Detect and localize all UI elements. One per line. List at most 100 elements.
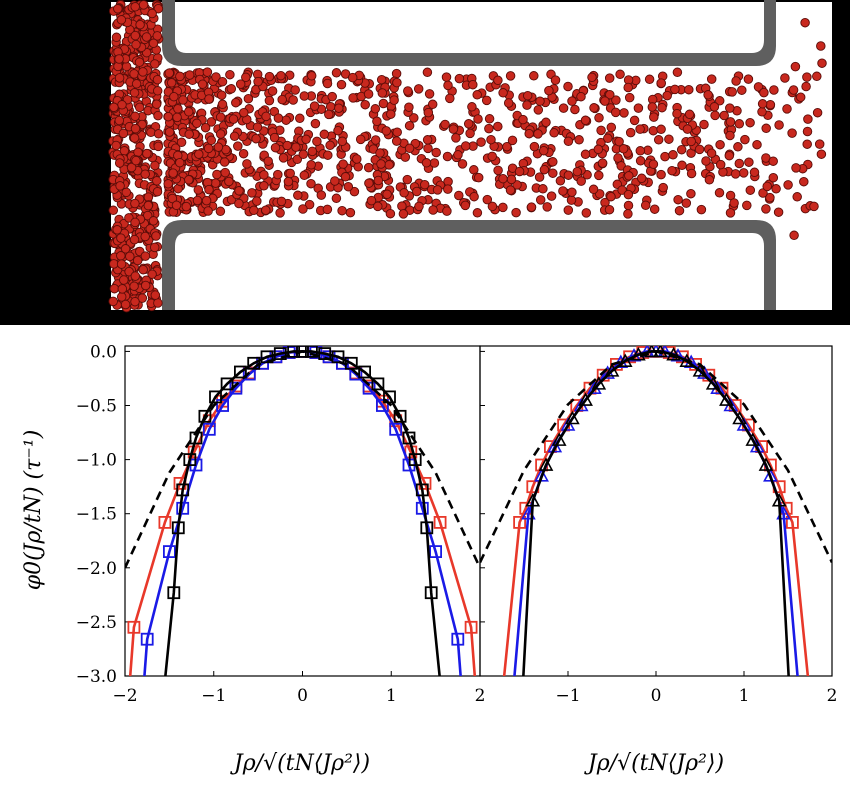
particle bbox=[443, 80, 453, 91]
particle bbox=[737, 85, 747, 95]
particle bbox=[108, 205, 119, 216]
x-tick-label: 2 bbox=[475, 686, 486, 706]
particle bbox=[667, 165, 677, 176]
particle bbox=[211, 72, 221, 82]
particle bbox=[261, 205, 271, 215]
particle bbox=[484, 123, 494, 134]
particle bbox=[613, 153, 623, 163]
data-point-black bbox=[220, 377, 234, 391]
particle bbox=[253, 76, 263, 87]
particle bbox=[507, 135, 518, 146]
particle bbox=[567, 187, 577, 197]
particle bbox=[648, 159, 659, 169]
particle bbox=[606, 122, 617, 133]
particle bbox=[259, 170, 269, 180]
particle bbox=[454, 73, 465, 84]
particle bbox=[656, 124, 666, 135]
particle bbox=[544, 85, 554, 96]
x-tick-label: −1 bbox=[555, 686, 580, 706]
data-point-black bbox=[692, 363, 708, 377]
data-point-black bbox=[420, 521, 434, 535]
particle bbox=[153, 110, 163, 121]
data-point-red bbox=[786, 516, 799, 529]
data-point-black bbox=[183, 453, 197, 467]
left-series bbox=[125, 346, 480, 676]
particle bbox=[548, 168, 558, 178]
particle bbox=[384, 160, 394, 170]
particle bbox=[576, 91, 586, 102]
particle bbox=[802, 72, 812, 82]
particle bbox=[129, 88, 140, 98]
particle bbox=[605, 89, 615, 100]
particle bbox=[503, 98, 514, 108]
particle bbox=[295, 113, 305, 124]
particle bbox=[660, 151, 670, 162]
particle bbox=[360, 99, 370, 110]
particle bbox=[539, 164, 550, 175]
data-point-black bbox=[331, 350, 345, 364]
particle bbox=[404, 120, 415, 131]
particle bbox=[472, 90, 482, 100]
particle bbox=[215, 112, 226, 122]
particle bbox=[372, 116, 382, 127]
particle bbox=[649, 204, 660, 214]
right-series bbox=[480, 346, 832, 676]
y-tick-label: −1.5 bbox=[76, 505, 117, 525]
particle bbox=[298, 204, 308, 214]
particle bbox=[783, 180, 793, 190]
particle bbox=[264, 71, 275, 82]
particle bbox=[241, 72, 251, 83]
particle bbox=[574, 135, 584, 145]
simulation-snapshot bbox=[0, 0, 850, 325]
particle bbox=[117, 284, 128, 294]
data-point-blue bbox=[560, 417, 576, 431]
data-point-blue bbox=[415, 501, 429, 515]
particle bbox=[757, 107, 767, 117]
particle bbox=[220, 167, 230, 178]
particle bbox=[363, 89, 374, 99]
particle bbox=[538, 184, 548, 194]
particle bbox=[648, 125, 659, 136]
data-point-blue bbox=[736, 417, 752, 431]
particle bbox=[465, 128, 475, 139]
particle bbox=[647, 102, 658, 112]
particle bbox=[132, 255, 143, 266]
particle bbox=[213, 142, 224, 152]
particle bbox=[113, 4, 123, 14]
particle bbox=[572, 166, 583, 177]
particle bbox=[635, 124, 645, 134]
particle bbox=[333, 125, 343, 136]
particle bbox=[566, 195, 577, 205]
particle bbox=[129, 69, 139, 79]
particle bbox=[181, 201, 192, 212]
particle bbox=[684, 109, 695, 120]
x-tick-label: 2 bbox=[827, 686, 838, 706]
particle bbox=[812, 107, 823, 118]
data-point-black bbox=[538, 457, 554, 471]
particle bbox=[802, 126, 813, 137]
particle bbox=[148, 216, 159, 226]
particle bbox=[467, 102, 477, 112]
particle bbox=[662, 90, 672, 101]
particle bbox=[129, 133, 140, 143]
particle bbox=[293, 190, 303, 201]
particle bbox=[224, 176, 234, 187]
particle bbox=[111, 32, 122, 43]
y-tick-label: −3.0 bbox=[76, 667, 117, 687]
particle bbox=[481, 95, 492, 106]
particle bbox=[423, 107, 434, 118]
particle bbox=[506, 174, 517, 185]
particle bbox=[799, 176, 809, 187]
particle bbox=[116, 15, 127, 25]
data-point-black bbox=[296, 346, 309, 358]
particle bbox=[529, 141, 540, 152]
data-point-black bbox=[415, 483, 429, 497]
particle bbox=[386, 109, 396, 119]
particle bbox=[597, 158, 608, 168]
particle bbox=[576, 176, 586, 186]
particle bbox=[581, 208, 592, 218]
particle bbox=[673, 194, 683, 205]
particle bbox=[541, 117, 551, 128]
particle bbox=[715, 159, 726, 170]
